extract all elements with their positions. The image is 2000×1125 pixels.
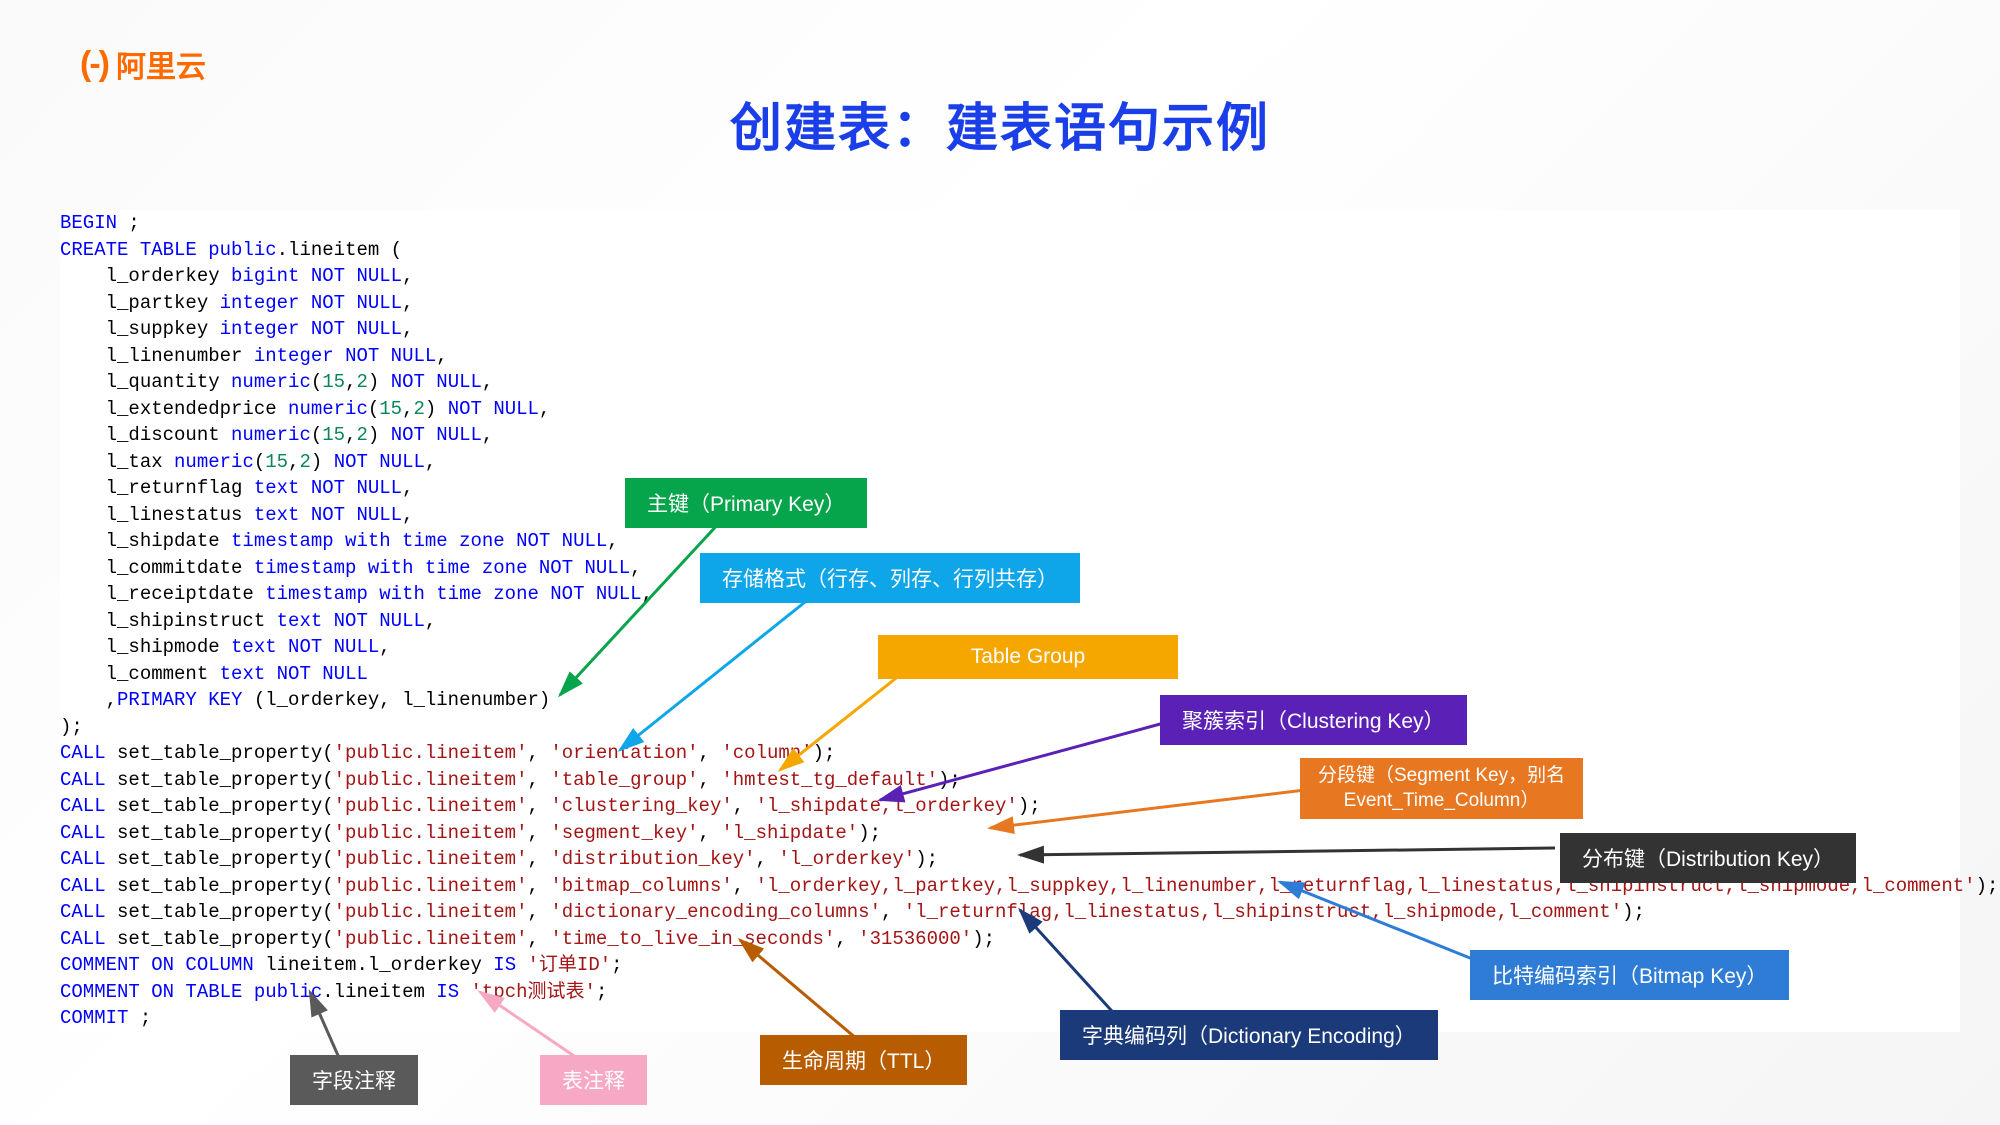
label-colcomment: 字段注释 [290,1055,418,1105]
logo: (-) 阿里云 [80,42,206,86]
label-bitmap: 比特编码索引（Bitmap Key） [1470,950,1789,1000]
label-clustering: 聚簇索引（Clustering Key） [1160,695,1467,745]
label-segment: 分段键（Segment Key，别名 Event_Time_Column） [1300,758,1583,819]
label-tablegroup: Table Group [878,635,1178,679]
label-dist: 分布键（Distribution Key） [1560,833,1856,883]
label-ttl: 生命周期（TTL） [760,1035,967,1085]
logo-text: 阿里云 [116,42,206,86]
label-pk: 主键（Primary Key） [625,478,867,528]
slide-title: 创建表：建表语句示例 [730,86,1270,161]
sql-code-block: BEGIN ; CREATE TABLE public.lineitem ( l… [60,210,1960,1032]
label-tablecomment: 表注释 [540,1055,647,1105]
label-dict: 字典编码列（Dictionary Encoding） [1060,1010,1438,1060]
logo-mark: (-) [80,45,108,84]
label-storage: 存储格式（行存、列存、行列共存） [700,553,1080,603]
